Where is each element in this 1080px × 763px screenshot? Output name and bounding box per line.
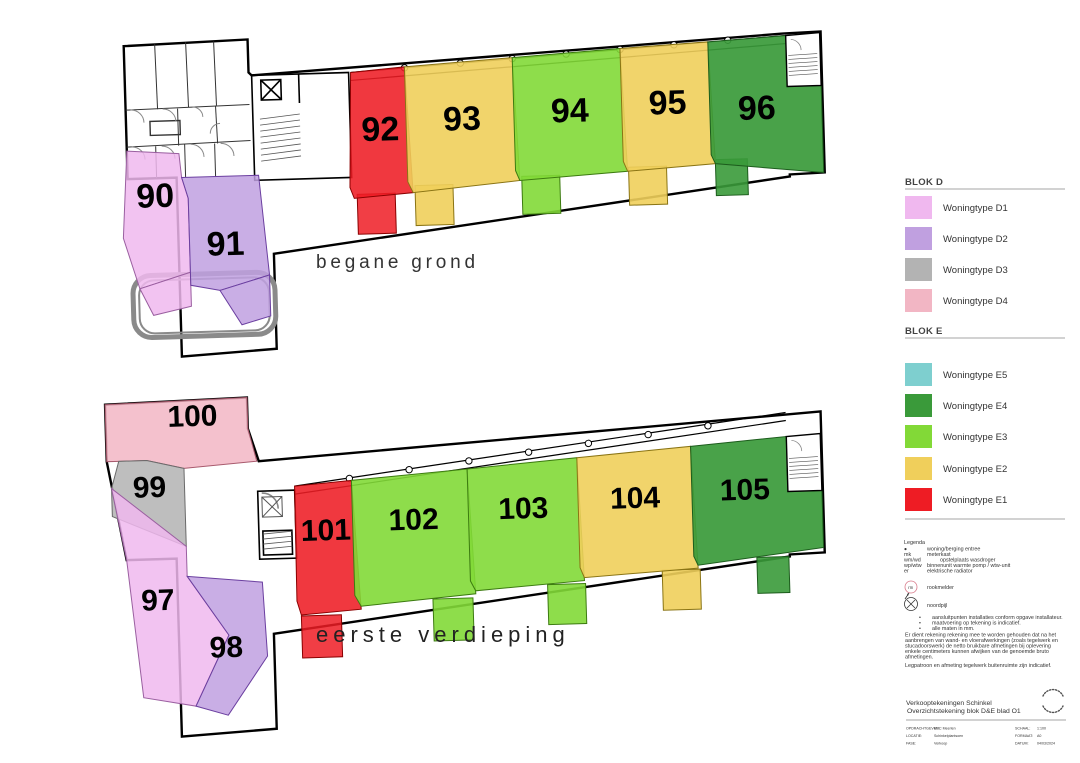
svg-text:begane grond: begane grond — [316, 252, 479, 273]
svg-text:Legpatroon en afmeting tegelwe: Legpatroon en afmeting tegelwerk buitenr… — [905, 663, 1052, 669]
svg-text:er: er — [904, 569, 909, 575]
svg-text:96: 96 — [737, 89, 776, 128]
svg-text:DATUM:: DATUM: — [1015, 742, 1029, 746]
svg-text:BLOK E: BLOK E — [905, 326, 943, 337]
svg-text:97: 97 — [141, 584, 175, 618]
svg-text:afmetingen.: afmetingen. — [905, 655, 933, 661]
svg-text:LOCATIE:: LOCATIE: — [906, 734, 922, 738]
svg-text:91: 91 — [206, 225, 245, 264]
svg-text:Woningtype E2: Woningtype E2 — [943, 464, 1007, 475]
svg-text:SCHAAL:: SCHAAL: — [1015, 727, 1030, 731]
svg-text:FORMAAT:: FORMAAT: — [1015, 734, 1033, 738]
svg-text:elektrische radiator: elektrische radiator — [927, 569, 973, 575]
svg-text:98: 98 — [209, 631, 243, 665]
svg-text:105: 105 — [719, 473, 770, 507]
svg-text:BLOK D: BLOK D — [905, 177, 943, 188]
svg-text:Woningtype D2: Woningtype D2 — [943, 234, 1008, 245]
svg-text:Woningtype D1: Woningtype D1 — [943, 203, 1008, 214]
svg-text:Overzichtstekening blok D&E bl: Overzichtstekening blok D&E blad O1 — [907, 708, 1021, 715]
svg-text:Woningtype D4: Woningtype D4 — [943, 296, 1008, 307]
svg-text:94: 94 — [550, 91, 589, 130]
svg-text:92: 92 — [361, 110, 400, 149]
svg-text:Woningtype E3: Woningtype E3 — [943, 432, 1007, 443]
svg-text:Woningtype D3: Woningtype D3 — [943, 265, 1008, 276]
svg-text:90: 90 — [136, 177, 175, 216]
svg-text:103: 103 — [498, 492, 549, 526]
svg-text:Verkoop: Verkoop — [934, 742, 947, 746]
svg-text:Woningtype E1: Woningtype E1 — [943, 495, 1007, 506]
svg-text:•: • — [919, 626, 921, 632]
svg-text:1:100: 1:100 — [1037, 727, 1046, 731]
svg-text:Legenda: Legenda — [904, 540, 925, 546]
svg-text:93: 93 — [443, 100, 482, 139]
svg-text:04/03/2024: 04/03/2024 — [1037, 742, 1055, 746]
svg-text:95: 95 — [648, 84, 687, 123]
svg-text:FASE:: FASE: — [906, 742, 916, 746]
svg-text:eerste verdieping: eerste verdieping — [316, 622, 570, 647]
svg-text:Woningtype E5: Woningtype E5 — [943, 370, 1007, 381]
svg-text:Woningtype E4: Woningtype E4 — [943, 401, 1007, 412]
svg-text:104: 104 — [610, 481, 661, 515]
svg-text:rookmelder: rookmelder — [927, 585, 954, 591]
svg-text:alle maten in mm.: alle maten in mm. — [932, 626, 975, 632]
svg-text:A0: A0 — [1037, 734, 1041, 738]
svg-text:VDC Meerlen: VDC Meerlen — [934, 727, 956, 731]
svg-text:rm: rm — [908, 585, 913, 590]
svg-text:100: 100 — [167, 399, 218, 433]
svg-text:Verkooptekeningen Schinkel: Verkooptekeningen Schinkel — [906, 700, 992, 707]
svg-text:101: 101 — [300, 513, 351, 547]
svg-text:99: 99 — [132, 471, 166, 505]
svg-text:102: 102 — [388, 503, 439, 537]
svg-text:Schinkelplantsoen: Schinkelplantsoen — [934, 734, 963, 738]
svg-text:noordpijl: noordpijl — [927, 603, 947, 609]
